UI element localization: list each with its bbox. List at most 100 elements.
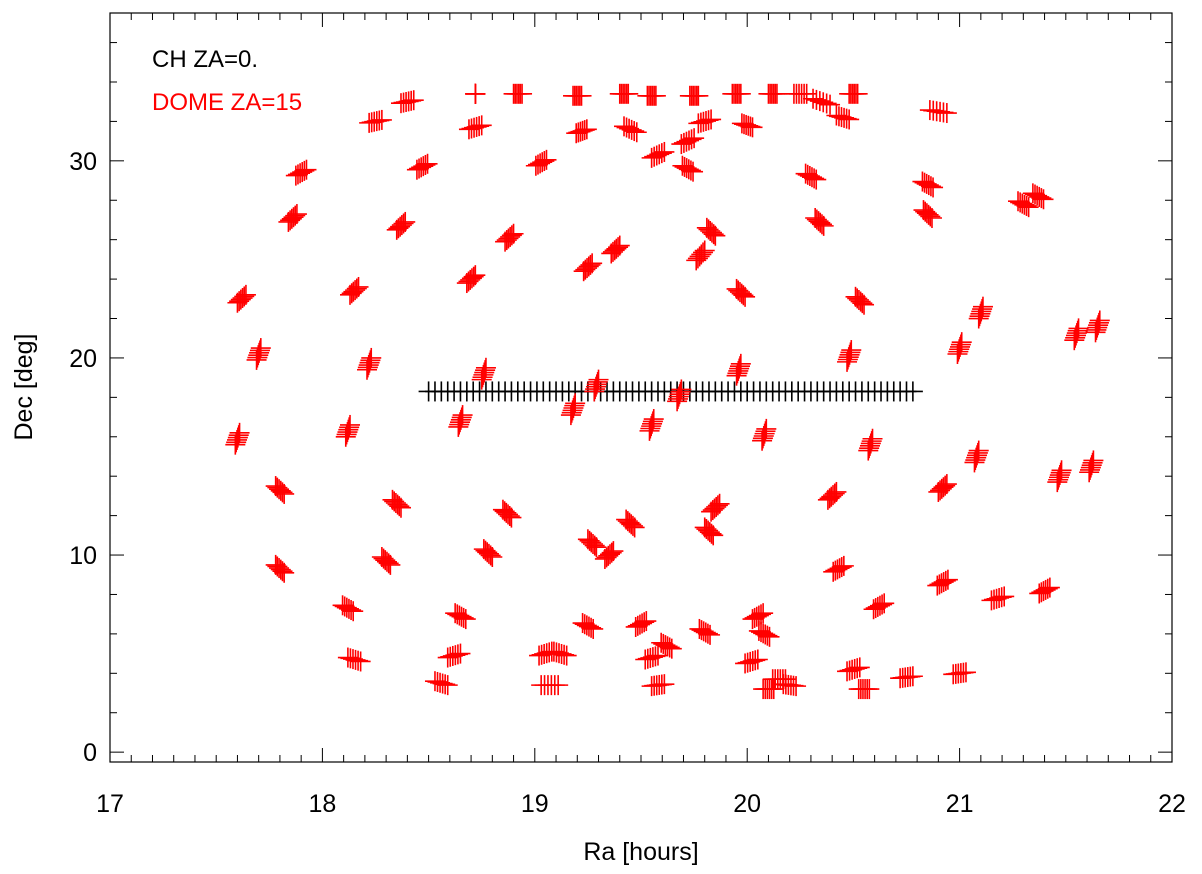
dome-point <box>691 244 712 265</box>
dome-point <box>272 482 293 503</box>
dome-point <box>747 649 768 670</box>
dome-point <box>810 212 831 233</box>
dome-point <box>1037 578 1058 599</box>
dome-point <box>694 240 715 261</box>
dome-point <box>582 253 603 274</box>
dome-point <box>688 85 709 106</box>
dome-point <box>950 334 971 355</box>
dome-point <box>606 238 627 259</box>
dome-point <box>285 205 306 226</box>
dome-point <box>340 414 361 435</box>
dome-point <box>482 547 503 568</box>
dome-point <box>604 240 625 261</box>
dome-point <box>270 480 291 501</box>
dome-point <box>463 266 484 287</box>
dome-point <box>820 94 841 115</box>
dome-point <box>651 143 672 164</box>
dome-point <box>474 362 495 383</box>
dome-point <box>581 617 602 638</box>
dome-point <box>642 413 663 434</box>
dome-point <box>536 149 557 170</box>
dome-point <box>971 301 992 322</box>
legend-entry-ch: CH ZA=0. <box>152 46 258 73</box>
dome-point <box>339 417 360 438</box>
dome-point <box>641 147 662 168</box>
dome-point <box>380 554 401 575</box>
dome-point <box>701 523 722 544</box>
dome-point <box>729 356 750 377</box>
dome-point <box>498 504 519 525</box>
dome-point <box>564 395 585 416</box>
x-tick-label: 21 <box>946 790 974 818</box>
dome-point <box>869 595 890 616</box>
dome-point <box>1029 186 1050 207</box>
dome-point <box>729 282 750 303</box>
dome-point <box>955 662 976 683</box>
dome-point <box>918 175 939 196</box>
dome-point <box>498 228 519 249</box>
dome-point <box>676 131 697 152</box>
dome-point <box>512 83 533 104</box>
dome-point <box>1068 318 1089 339</box>
dome-point <box>343 601 364 622</box>
dome-point <box>624 121 645 142</box>
dome-point <box>753 603 774 624</box>
dome-point <box>586 537 607 558</box>
dome-point <box>933 477 954 498</box>
dome-point <box>403 90 424 111</box>
dome-point <box>681 129 702 150</box>
dome-point <box>626 122 647 143</box>
dome-point <box>742 117 763 138</box>
dome-point <box>1031 188 1052 209</box>
dome-point <box>270 559 291 580</box>
dome-point <box>583 618 604 639</box>
dome-point <box>571 85 592 106</box>
dome-point <box>862 428 883 449</box>
dome-point <box>935 570 956 591</box>
dome-point <box>801 167 822 188</box>
dome-point <box>902 666 923 687</box>
dome-point <box>460 269 481 290</box>
dome-point <box>385 493 406 514</box>
dome-point <box>731 283 752 304</box>
dome-point <box>1088 312 1109 333</box>
dome-point <box>1016 195 1037 216</box>
dome-point <box>700 624 721 645</box>
dome-point <box>657 636 678 657</box>
dome-point <box>693 242 714 263</box>
dome-point <box>703 525 724 546</box>
legend-entry-dome: DOME ZA=15 <box>152 89 302 116</box>
data-marks <box>225 83 1110 700</box>
dome-point <box>345 280 366 301</box>
dome-point <box>709 493 730 514</box>
dome-point <box>679 130 700 151</box>
dome-point <box>250 338 271 359</box>
dome-point <box>933 572 954 593</box>
dome-point <box>350 651 371 672</box>
dome-point <box>937 569 958 590</box>
dome-point <box>501 507 522 528</box>
dome-point <box>921 207 942 228</box>
dome-point <box>704 498 725 519</box>
dome-point <box>622 515 643 536</box>
dome-point <box>678 159 699 180</box>
dome-point <box>586 374 607 395</box>
dome-point <box>848 289 869 310</box>
dome-point <box>437 675 458 696</box>
dome-point <box>634 612 655 633</box>
dome-point <box>968 440 989 461</box>
dome-point <box>360 350 381 371</box>
dome-point <box>616 117 637 138</box>
dome-point <box>730 83 751 104</box>
dome-point <box>548 675 569 696</box>
dome-point <box>840 342 861 363</box>
dome-point <box>854 294 875 315</box>
dome-point <box>232 288 253 309</box>
dome-point <box>338 419 359 440</box>
dome-point <box>643 409 664 430</box>
dome-point <box>839 109 860 130</box>
dome-point <box>821 486 842 507</box>
x-tick-label: 20 <box>733 790 761 818</box>
